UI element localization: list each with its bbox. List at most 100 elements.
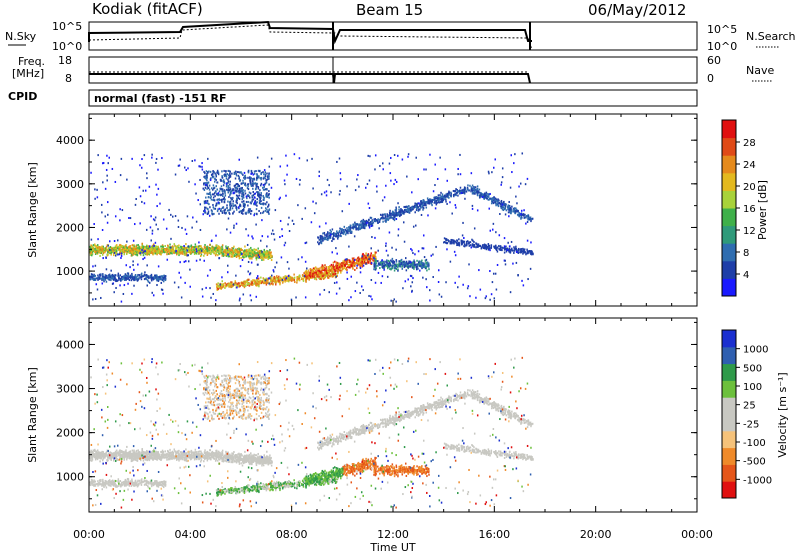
power-echo-point bbox=[129, 248, 132, 251]
power-echo-point bbox=[349, 231, 352, 234]
power-echo-point bbox=[496, 250, 499, 253]
power-echo-point bbox=[429, 153, 431, 156]
power-echo-point bbox=[405, 210, 408, 213]
power-echo-point bbox=[480, 246, 483, 249]
power-echo-point bbox=[187, 248, 189, 251]
power-echo-point bbox=[490, 202, 493, 205]
power-echo-point bbox=[136, 251, 139, 254]
power-echo-point bbox=[441, 200, 444, 203]
power-echo-point bbox=[207, 212, 209, 215]
power-echo-point bbox=[326, 270, 329, 273]
power-echo-point bbox=[238, 253, 240, 256]
power-echo-point bbox=[252, 187, 254, 190]
power-echo-point bbox=[263, 278, 265, 281]
power-echo-point bbox=[156, 276, 159, 279]
power-echo-point bbox=[441, 195, 444, 198]
power-echo-point bbox=[509, 210, 511, 213]
power-echo-point bbox=[394, 209, 397, 212]
power-echo-point bbox=[394, 212, 396, 215]
power-echo-point bbox=[335, 261, 338, 264]
power-echo-point bbox=[403, 262, 405, 265]
power-echo-point bbox=[320, 266, 322, 269]
power-echo-point bbox=[387, 259, 390, 262]
power-echo-point bbox=[238, 185, 241, 188]
power-echo-point bbox=[105, 275, 107, 278]
power-echo-point bbox=[257, 277, 260, 280]
power-echo-point bbox=[352, 223, 355, 226]
power-echo-point bbox=[374, 219, 376, 222]
power-echo-point bbox=[305, 272, 307, 275]
power-echo-point bbox=[287, 274, 290, 277]
power-echo-point bbox=[458, 192, 461, 195]
power-echo-point bbox=[340, 263, 342, 266]
power-echo-point bbox=[350, 230, 353, 233]
power-echo-point bbox=[212, 175, 215, 178]
power-echo-point bbox=[476, 190, 479, 193]
power-echo-point bbox=[495, 198, 498, 201]
power-echo-point bbox=[366, 254, 368, 257]
power-echo-point bbox=[266, 279, 269, 282]
power-echo-point bbox=[224, 209, 226, 212]
power-echo-point bbox=[180, 249, 182, 252]
power-echo-point bbox=[421, 204, 423, 207]
power-echo-point bbox=[456, 189, 458, 192]
power-echo-point bbox=[500, 199, 503, 202]
power-echo-point bbox=[146, 253, 148, 256]
power-echo-point bbox=[275, 261, 278, 264]
power-echo-point bbox=[363, 225, 366, 228]
power-echo-point bbox=[146, 250, 149, 253]
power-echo-point bbox=[164, 251, 167, 254]
power-echo-point bbox=[366, 258, 369, 261]
power-echo-point bbox=[145, 245, 148, 248]
power-echo-point bbox=[230, 192, 232, 195]
power-echo-point bbox=[124, 274, 126, 277]
power-echo-point bbox=[365, 222, 367, 225]
power-echo-point bbox=[143, 274, 145, 277]
power-echo-point bbox=[337, 269, 339, 272]
power-echo-point bbox=[314, 266, 317, 269]
power-echo-point bbox=[498, 244, 500, 247]
power-echo-point bbox=[260, 178, 262, 181]
power-echo-point bbox=[503, 204, 506, 207]
power-echo-point bbox=[249, 210, 251, 213]
cpid-value: normal (fast) -151 RF bbox=[94, 92, 227, 105]
power-echo-point bbox=[320, 193, 323, 196]
power-echo-point bbox=[163, 251, 166, 254]
power-echo-point bbox=[127, 251, 129, 254]
power-echo-point bbox=[440, 195, 443, 198]
power-echo-point bbox=[462, 188, 465, 191]
power-echo-point bbox=[268, 183, 270, 186]
power-echo-point bbox=[335, 264, 337, 267]
power-echo-point bbox=[111, 251, 114, 254]
power-echo-point bbox=[243, 285, 245, 288]
power-echo-point bbox=[212, 206, 215, 209]
power-echo-point bbox=[203, 208, 206, 211]
power-echo-point bbox=[97, 154, 99, 157]
power-echo-point bbox=[102, 277, 104, 280]
power-echo-point bbox=[367, 261, 370, 264]
power-echo-point bbox=[254, 252, 256, 255]
power-echo-point bbox=[222, 206, 225, 209]
power-echo-point bbox=[247, 278, 249, 281]
power-echo-point bbox=[145, 249, 148, 252]
power-echo-point bbox=[233, 204, 236, 207]
power-echo-point bbox=[520, 249, 523, 252]
power-echo-point bbox=[428, 264, 430, 267]
power-echo-point bbox=[156, 278, 159, 281]
power-echo-point bbox=[344, 268, 347, 271]
power-echo-point bbox=[257, 277, 259, 280]
power-echo-point bbox=[348, 202, 350, 205]
power-echo-point bbox=[244, 178, 246, 181]
power-echo-point bbox=[135, 276, 137, 279]
power-echo-point bbox=[170, 213, 172, 216]
power-echo-point bbox=[113, 254, 115, 257]
power-echo-point bbox=[229, 190, 231, 193]
power-echo-point bbox=[178, 244, 180, 247]
power-echo-point bbox=[423, 263, 426, 266]
power-echo-point bbox=[158, 278, 161, 281]
power-echo-point bbox=[249, 208, 252, 211]
power-echo-point bbox=[143, 278, 146, 281]
power-echo-point bbox=[405, 265, 407, 268]
power-echo-point bbox=[361, 264, 364, 267]
power-echo-point bbox=[219, 246, 221, 249]
